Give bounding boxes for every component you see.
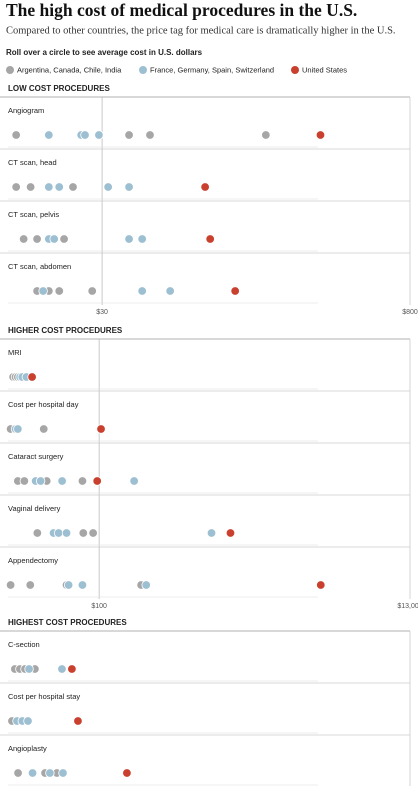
- cost-dot[interactable]: [137, 234, 147, 244]
- cost-dot[interactable]: [13, 768, 23, 778]
- cost-dot[interactable]: [45, 768, 55, 778]
- cost-dot[interactable]: [61, 528, 72, 538]
- legend-label: Argentina, Canada, Chile, India: [17, 65, 122, 74]
- cost-dot[interactable]: [88, 528, 98, 538]
- subtitle: Compared to other countries, the price t…: [6, 25, 396, 36]
- cost-dot[interactable]: [103, 182, 113, 192]
- category-label: CT scan, head: [8, 158, 57, 167]
- cost-dot[interactable]: [59, 234, 69, 244]
- cost-dot[interactable]: [57, 476, 67, 486]
- cost-dot[interactable]: [25, 580, 35, 590]
- cost-dot[interactable]: [5, 580, 16, 590]
- cost-dot[interactable]: [25, 182, 36, 192]
- cost-dot[interactable]: [24, 664, 34, 674]
- legend-swatch: [291, 66, 299, 74]
- cost-dot[interactable]: [57, 664, 67, 674]
- category-label: Vaginal delivery: [8, 504, 61, 513]
- cost-dot[interactable]: [68, 182, 78, 192]
- legend-label: United States: [302, 65, 347, 74]
- category-label: Cost per hospital stay: [8, 692, 80, 701]
- category-label: Cataract surgery: [8, 452, 64, 461]
- cost-dot[interactable]: [11, 182, 21, 192]
- cost-dot[interactable]: [137, 286, 147, 296]
- cost-dot[interactable]: [316, 580, 326, 590]
- category-label: Cost per hospital day: [8, 400, 79, 409]
- cost-dot[interactable]: [27, 372, 37, 382]
- section-title: HIGHEST COST PROCEDURES: [8, 618, 127, 627]
- cost-dot[interactable]: [315, 130, 326, 140]
- category-label: MRI: [8, 348, 22, 357]
- cost-dot[interactable]: [124, 182, 134, 192]
- cost-dot[interactable]: [205, 234, 215, 244]
- category-label: C-section: [8, 640, 40, 649]
- cost-dot[interactable]: [230, 286, 240, 296]
- cost-dot[interactable]: [19, 476, 30, 486]
- cost-dot[interactable]: [38, 286, 48, 296]
- x-tick-label: $13,000: [397, 603, 418, 610]
- cost-dot[interactable]: [67, 664, 77, 674]
- cost-dot[interactable]: [23, 716, 33, 726]
- cost-dot[interactable]: [77, 476, 88, 486]
- cost-dot[interactable]: [225, 528, 236, 538]
- x-tick-label: $800: [402, 309, 418, 316]
- cost-dot[interactable]: [165, 286, 175, 296]
- cost-dot[interactable]: [54, 182, 64, 192]
- instruction: Roll over a circle to see average cost i…: [6, 48, 203, 57]
- cost-dot[interactable]: [44, 182, 54, 192]
- cost-dot[interactable]: [32, 234, 42, 244]
- cost-dot[interactable]: [54, 286, 64, 296]
- cost-dot[interactable]: [39, 424, 49, 434]
- cost-dot[interactable]: [122, 768, 132, 778]
- cost-dot[interactable]: [200, 182, 210, 192]
- cost-dot[interactable]: [77, 580, 88, 590]
- cost-dot[interactable]: [58, 768, 68, 778]
- section-title: HIGHER COST PROCEDURES: [8, 326, 123, 335]
- cost-dot[interactable]: [11, 130, 21, 140]
- cost-dot[interactable]: [63, 580, 74, 590]
- cost-dot[interactable]: [27, 768, 38, 778]
- cost-dot[interactable]: [94, 130, 104, 140]
- x-tick-label: $30: [96, 309, 108, 316]
- cost-dot[interactable]: [73, 716, 83, 726]
- cost-dot[interactable]: [261, 130, 271, 140]
- section-title: LOW COST PROCEDURES: [8, 84, 110, 93]
- legend: Argentina, Canada, Chile, India France, G…: [6, 65, 347, 74]
- cost-dot[interactable]: [49, 234, 59, 244]
- cost-dot[interactable]: [96, 424, 106, 434]
- legend-label: France, Germany, Spain, Switzerland: [150, 65, 274, 74]
- cost-dot[interactable]: [92, 476, 102, 486]
- charts: LOW COST PROCEDURES $30 $800 Angiogram CT sc…: [0, 84, 418, 786]
- cost-dot[interactable]: [78, 528, 88, 538]
- cost-dot[interactable]: [53, 528, 64, 538]
- cost-dot[interactable]: [13, 424, 23, 434]
- category-label: Angioplasty: [8, 744, 47, 753]
- cost-dot[interactable]: [32, 528, 43, 538]
- legend-swatch: [139, 66, 147, 74]
- title: The high cost of medical procedures in t…: [6, 0, 357, 20]
- category-label: CT scan, pelvis: [8, 210, 59, 219]
- cost-dot[interactable]: [129, 476, 139, 486]
- x-tick-label: $100: [91, 603, 107, 610]
- cost-dot[interactable]: [124, 234, 134, 244]
- cost-dot[interactable]: [145, 130, 155, 140]
- legend-swatch: [6, 66, 14, 74]
- cost-dot[interactable]: [44, 130, 54, 140]
- cost-dot[interactable]: [80, 130, 90, 140]
- cost-dot[interactable]: [124, 130, 134, 140]
- cost-dot[interactable]: [206, 528, 217, 538]
- category-label: Angiogram: [8, 106, 44, 115]
- cost-dot[interactable]: [141, 580, 151, 590]
- cost-dot[interactable]: [35, 476, 46, 486]
- cost-dot[interactable]: [87, 286, 97, 296]
- category-label: Appendectomy: [8, 556, 58, 565]
- cost-dot[interactable]: [18, 234, 29, 244]
- category-label: CT scan, abdomen: [8, 262, 71, 271]
